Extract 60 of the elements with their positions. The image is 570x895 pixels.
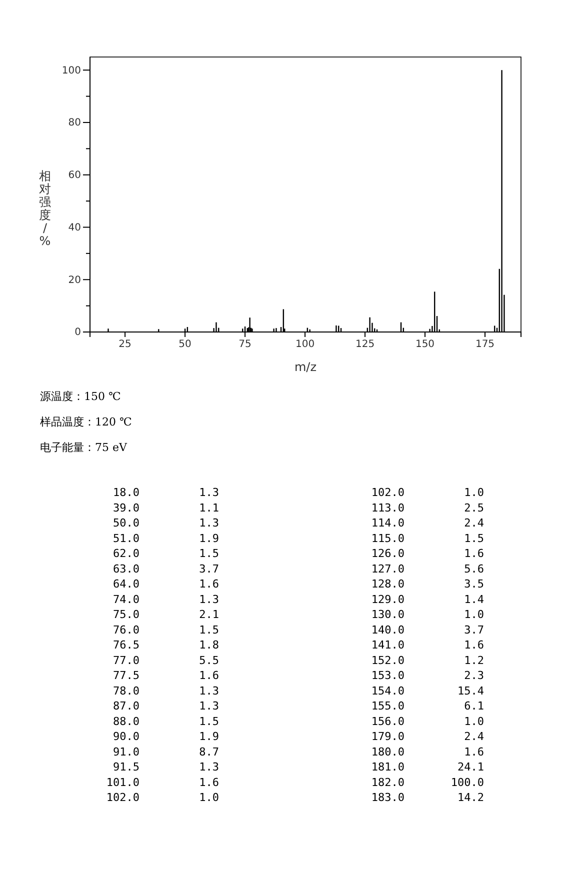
y-tick-label: 0 (74, 327, 81, 338)
x-tick-label: 50 (178, 339, 192, 350)
text: 源温度：150 ℃ (40, 390, 121, 403)
text: 152.0 1.2 (371, 654, 484, 667)
text: 样品温度：120 ℃ (40, 416, 132, 428)
text: 87.0 1.3 (113, 700, 219, 712)
y-tick-label: 80 (68, 118, 81, 129)
x-tick-label: 175 (475, 339, 495, 350)
text: 电子能量：75 eV (40, 441, 128, 454)
text: 114.0 2.4 (371, 516, 484, 530)
text: 64.0 1.6 (113, 578, 219, 590)
text: 88.0 1.5 (113, 714, 219, 728)
text: 154.0 15.4 (371, 684, 484, 698)
text: 90.0 1.9 (113, 730, 219, 743)
text: 77.0 5.5 (113, 654, 219, 667)
text: 18.0 1.3 (113, 486, 219, 499)
text: 113.0 2.5 (371, 501, 484, 514)
x-tick-label: 100 (295, 339, 315, 350)
text: 101.0 1.6 (106, 776, 219, 789)
text: 126.0 1.6 (371, 547, 484, 560)
text: 153.0 2.3 (371, 669, 484, 682)
text: 129.0 1.4 (371, 592, 484, 606)
text: 179.0 2.4 (371, 730, 484, 743)
y-tick-label: 60 (68, 170, 81, 182)
text: 91.0 8.7 (113, 745, 219, 758)
text: 182.0 100.0 (371, 776, 484, 789)
text: 115.0 1.5 (371, 532, 484, 545)
text: 77.5 1.6 (113, 669, 219, 682)
x-tick-label: 125 (355, 339, 375, 350)
text: 75.0 2.1 (113, 608, 219, 621)
text: 39.0 1.1 (113, 501, 219, 514)
x-tick-label: 150 (415, 339, 435, 350)
text: 140.0 3.7 (371, 623, 484, 636)
text: 155.0 6.1 (371, 700, 484, 712)
y-tick-label: 20 (68, 274, 81, 286)
text: 76.0 1.5 (113, 623, 219, 636)
text: 181.0 24.1 (371, 760, 484, 774)
text: 102.0 1.0 (106, 791, 219, 804)
text: 127.0 5.6 (371, 562, 484, 576)
text: 51.0 1.9 (113, 532, 219, 545)
text: 183.0 14.2 (371, 791, 484, 804)
text: 50.0 1.3 (113, 516, 219, 530)
y-tick-label: 40 (68, 222, 81, 234)
text: 63.0 3.7 (113, 562, 219, 576)
x-tick-label: 25 (118, 339, 132, 350)
text: 156.0 1.0 (371, 714, 484, 728)
text: 76.5 1.8 (113, 638, 219, 652)
x-tick-label: 75 (238, 339, 252, 350)
x-axis-title: m/z (294, 360, 317, 374)
text: 102.0 1.0 (371, 486, 484, 499)
text: 180.0 1.6 (371, 745, 484, 758)
y-tick-label: 100 (62, 65, 81, 76)
text: 91.5 1.3 (113, 760, 219, 774)
text: 62.0 1.5 (113, 547, 219, 560)
text: 74.0 1.3 (113, 592, 219, 606)
text: 128.0 3.5 (371, 578, 484, 590)
y-axis-title: 相对强度/% (39, 169, 51, 248)
text: 141.0 1.6 (371, 638, 484, 652)
text: 78.0 1.3 (113, 684, 219, 698)
text: 130.0 1.0 (371, 608, 484, 621)
